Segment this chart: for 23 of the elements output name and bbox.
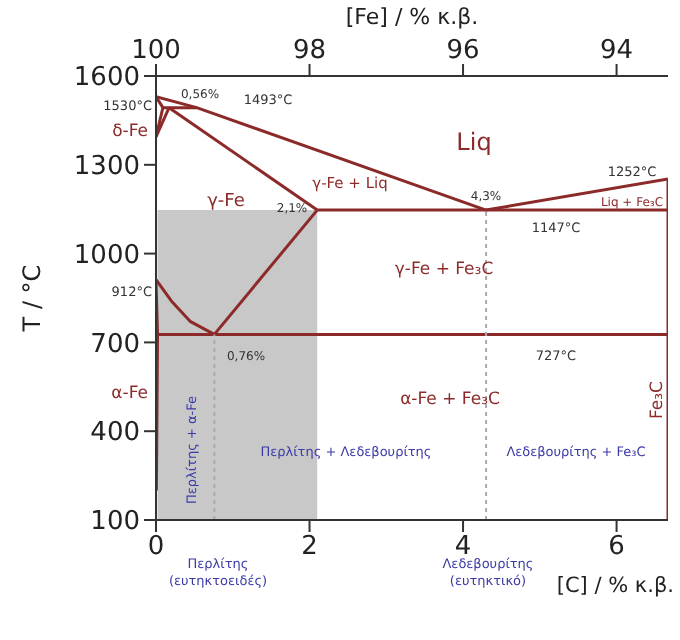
x2-axis-title: [Fe] / % κ.β.: [345, 4, 479, 30]
annotation: Fe₃C: [648, 380, 669, 419]
x2-tick-label: 96: [446, 36, 480, 66]
annotation: Liq: [456, 128, 492, 157]
y-tick-label: 1600: [73, 63, 140, 94]
x-tick-label: 6: [608, 532, 625, 563]
x-axis-title: [C] / % κ.β.: [556, 574, 674, 598]
x-tick-label: 2: [301, 532, 318, 563]
x-tick-label: 0: [147, 532, 165, 563]
x2-tick-label: 100: [131, 36, 181, 66]
y-tick-label: 400: [90, 418, 140, 449]
annotation: γ-Fe: [207, 192, 246, 213]
x2-tick-label: 94: [600, 36, 634, 66]
x2-tick-label: 98: [292, 36, 327, 66]
y-tick-label: 100: [90, 507, 140, 538]
y-tick-label: 1000: [73, 240, 140, 271]
y-axis-title: T / °C: [18, 264, 46, 334]
annotation: α-Fe + Fe₃C: [400, 390, 500, 411]
text: δ-Fe: [112, 122, 148, 143]
annotation: γ-Fe + Fe₃C: [394, 260, 494, 281]
y-tick-label: 1300: [73, 152, 140, 183]
text: α-Fe: [111, 384, 148, 405]
y-tick-label: 700: [90, 329, 140, 360]
